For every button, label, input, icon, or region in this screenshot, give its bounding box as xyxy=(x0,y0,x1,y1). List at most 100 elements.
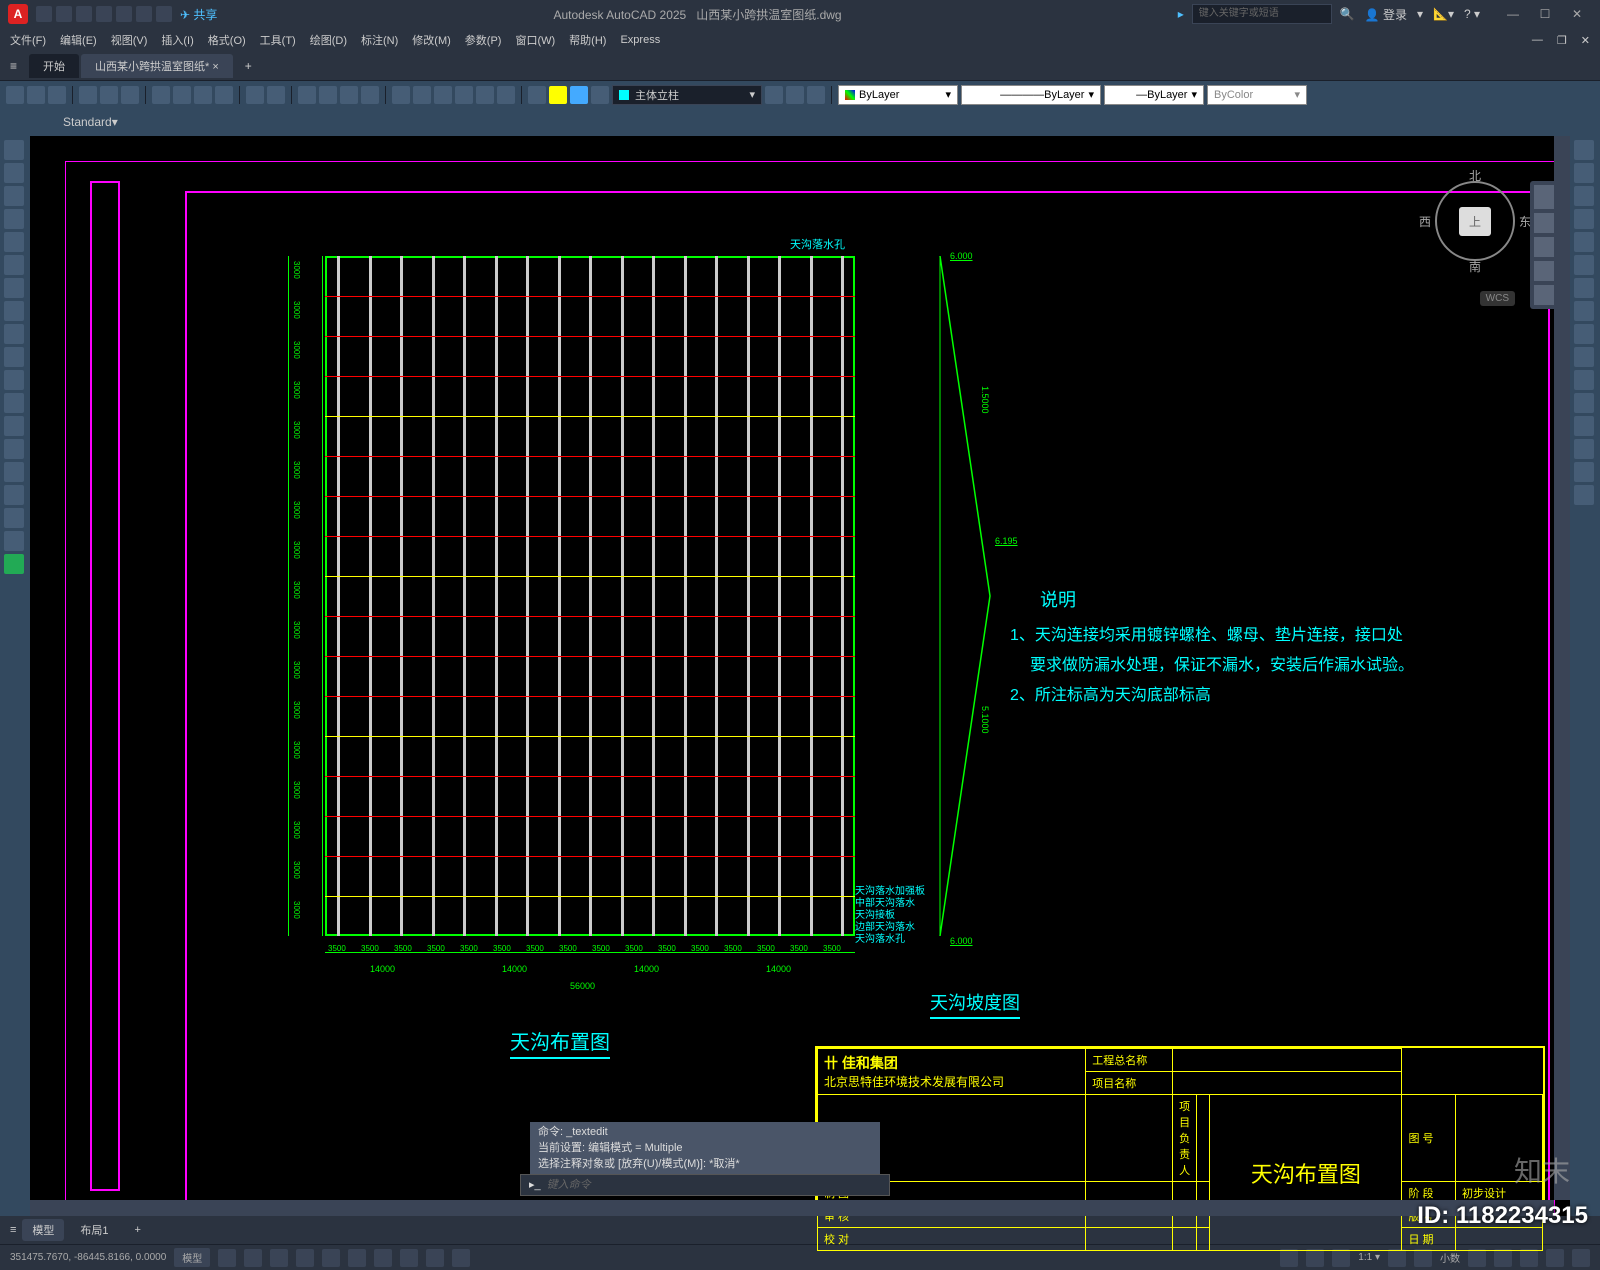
mod-copy-icon[interactable] xyxy=(1574,163,1594,183)
tb-sun-icon[interactable] xyxy=(549,86,567,104)
tool-arc-icon[interactable] xyxy=(4,209,24,229)
status-clean-icon[interactable] xyxy=(1546,1249,1564,1267)
wcs-label[interactable]: WCS xyxy=(1480,291,1515,306)
nav-showmotion-icon[interactable] xyxy=(1534,285,1554,305)
tool-table-icon[interactable] xyxy=(4,439,24,459)
tb-layeriso-icon[interactable] xyxy=(765,86,783,104)
status-snap-icon[interactable] xyxy=(244,1249,262,1267)
doc-restore-button[interactable]: ❐ xyxy=(1557,34,1567,47)
mod-trim-icon[interactable] xyxy=(1574,347,1594,367)
status-model[interactable]: 模型 xyxy=(174,1248,210,1267)
cart-icon[interactable]: ▾ xyxy=(1417,7,1423,21)
tool-boundary-icon[interactable] xyxy=(4,485,24,505)
status-custom-icon[interactable] xyxy=(1572,1249,1590,1267)
menu-edit[interactable]: 编辑(E) xyxy=(60,32,97,48)
tab-add-layout[interactable]: + xyxy=(125,1221,151,1239)
tb-lock-icon[interactable] xyxy=(591,86,609,104)
menu-format[interactable]: 格式(O) xyxy=(208,32,246,48)
dimstyle-combo[interactable]: Standard▾ xyxy=(63,115,163,129)
status-polar-icon[interactable] xyxy=(296,1249,314,1267)
qat-save-icon[interactable] xyxy=(76,6,92,22)
tool-rect-icon[interactable] xyxy=(4,232,24,252)
tool-point-icon[interactable] xyxy=(4,324,24,344)
qat-redo-icon[interactable] xyxy=(156,6,172,22)
menu-tools[interactable]: 工具(T) xyxy=(260,32,296,48)
tool-block-icon[interactable] xyxy=(4,347,24,367)
tb-publish-icon[interactable] xyxy=(121,86,139,104)
status-otrack-icon[interactable] xyxy=(374,1249,392,1267)
vscrollbar[interactable] xyxy=(1554,136,1570,1200)
tb-dc-icon[interactable] xyxy=(413,86,431,104)
mod-extend-icon[interactable] xyxy=(1574,370,1594,390)
qat-plot-icon[interactable] xyxy=(116,6,132,22)
status-3dosnap-icon[interactable] xyxy=(348,1249,366,1267)
tool-a-icon[interactable] xyxy=(4,554,24,574)
tb-layeroff-icon[interactable] xyxy=(786,86,804,104)
tool-region-icon[interactable] xyxy=(4,416,24,436)
mod-array-icon[interactable] xyxy=(1574,232,1594,252)
tb-new-icon[interactable] xyxy=(6,86,24,104)
tab-new-button[interactable]: + xyxy=(235,55,262,77)
tb-cut-icon[interactable] xyxy=(152,86,170,104)
tb-copy-icon[interactable] xyxy=(173,86,191,104)
search-input[interactable]: 键入关键字或短语 xyxy=(1192,4,1332,24)
qat-undo-icon[interactable] xyxy=(136,6,152,22)
close-button[interactable]: ✕ xyxy=(1562,4,1592,24)
tool-ellipse-icon[interactable] xyxy=(4,255,24,275)
mod-break-icon[interactable] xyxy=(1574,393,1594,413)
mod-mirror-icon[interactable] xyxy=(1574,186,1594,206)
doc-minimize-button[interactable]: — xyxy=(1532,34,1543,46)
status-iso-icon[interactable] xyxy=(1494,1249,1512,1267)
status-am-icon[interactable] xyxy=(1414,1249,1432,1267)
status-lwt-icon[interactable] xyxy=(426,1249,444,1267)
view-compass[interactable]: 北 南 西 东 上 xyxy=(1435,181,1515,261)
tb-zoomwin-icon[interactable] xyxy=(340,86,358,104)
layer-combo[interactable]: 主体立柱▾ xyxy=(612,85,762,105)
tb-qc-icon[interactable] xyxy=(497,86,515,104)
plotstyle-combo[interactable]: ByColor▾ xyxy=(1207,85,1307,105)
mod-join-icon[interactable] xyxy=(1574,416,1594,436)
status-sc-icon[interactable] xyxy=(1306,1249,1324,1267)
nav-wheel-icon[interactable] xyxy=(1534,185,1554,209)
search-icon[interactable]: 🔍 xyxy=(1340,7,1355,21)
mod-fillet-icon[interactable] xyxy=(1574,462,1594,482)
qat-open-icon[interactable] xyxy=(56,6,72,22)
status-units[interactable]: 小数 xyxy=(1440,1250,1460,1265)
tb-paste-icon[interactable] xyxy=(194,86,212,104)
help-icon[interactable]: ? ▾ xyxy=(1464,7,1480,21)
mod-explode-icon[interactable] xyxy=(1574,485,1594,505)
login-button[interactable]: 👤 登录 xyxy=(1365,6,1407,23)
doc-close-button[interactable]: ✕ xyxy=(1581,34,1590,47)
tab-document[interactable]: 山西某小跨拱温室图纸* × xyxy=(81,54,233,78)
tabbar-menu-icon[interactable]: ≡ xyxy=(10,59,17,73)
qat-saveas-icon[interactable] xyxy=(96,6,112,22)
mod-stretch-icon[interactable] xyxy=(1574,324,1594,344)
nav-orbit-icon[interactable] xyxy=(1534,261,1554,281)
status-scale[interactable]: 1:1 ▾ xyxy=(1358,1252,1380,1263)
hscrollbar[interactable] xyxy=(30,1200,1554,1216)
tool-circle-icon[interactable] xyxy=(4,186,24,206)
tab-layout1[interactable]: 布局1 xyxy=(70,1219,118,1241)
minimize-button[interactable]: — xyxy=(1498,4,1528,24)
tb-save-icon[interactable] xyxy=(48,86,66,104)
tool-gradient-icon[interactable] xyxy=(4,462,24,482)
status-ws-icon[interactable] xyxy=(1388,1249,1406,1267)
coords-display[interactable]: 351475.7670, -86445.8166, 0.0000 xyxy=(10,1252,166,1263)
tb-open-icon[interactable] xyxy=(27,86,45,104)
app-menu-icon[interactable]: 📐▾ xyxy=(1433,7,1454,21)
menu-help[interactable]: 帮助(H) xyxy=(569,32,606,48)
menu-dim[interactable]: 标注(N) xyxy=(361,32,398,48)
tool-hatch-icon[interactable] xyxy=(4,301,24,321)
status-anno-icon[interactable] xyxy=(1332,1249,1350,1267)
tb-layer-icon[interactable] xyxy=(528,86,546,104)
menu-express[interactable]: Express xyxy=(620,34,660,46)
tb-undo-icon[interactable] xyxy=(246,86,264,104)
tb-redo-icon[interactable] xyxy=(267,86,285,104)
tool-wipeout-icon[interactable] xyxy=(4,508,24,528)
app-logo[interactable]: A xyxy=(8,4,28,24)
mod-erase-icon[interactable] xyxy=(1574,140,1594,160)
mod-chamfer-icon[interactable] xyxy=(1574,439,1594,459)
status-grid-icon[interactable] xyxy=(218,1249,236,1267)
linetype-combo[interactable]: ———— ByLayer ▾ xyxy=(961,85,1101,105)
qat-new-icon[interactable] xyxy=(36,6,52,22)
